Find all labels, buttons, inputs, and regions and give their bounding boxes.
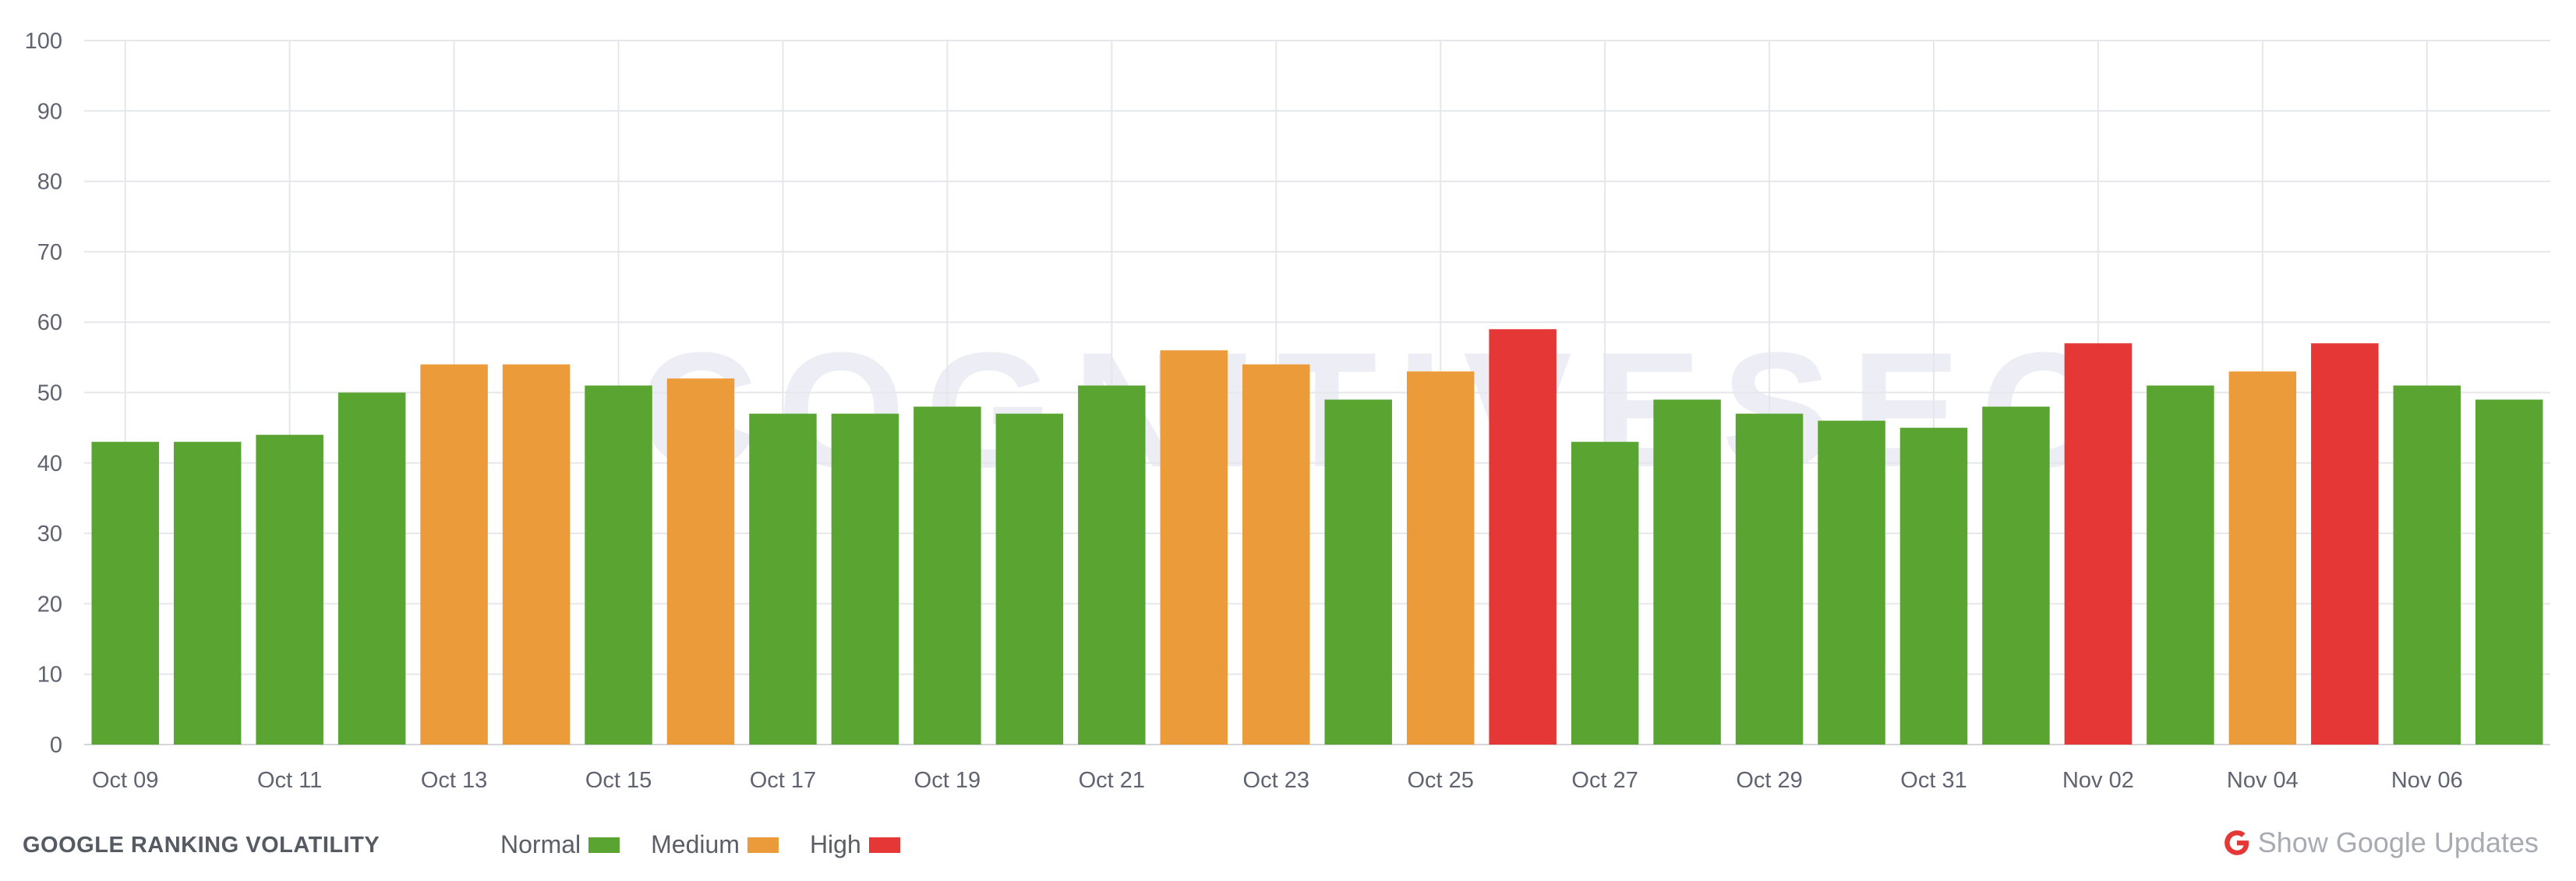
bar-oct-22[interactable] [1160,350,1228,745]
bar-oct-19[interactable] [913,406,981,745]
show-google-updates-label: Show Google Updates [2257,826,2539,858]
bar-oct-14[interactable] [502,364,571,745]
bars [91,329,2543,745]
x-tick-label: Nov 04 [2227,768,2299,787]
bar-oct-12[interactable] [337,392,406,745]
bar-oct-18[interactable] [831,413,899,745]
bar-oct-25[interactable] [1406,371,1475,745]
y-tick-label: 80 [37,170,62,195]
x-tick-label: Nov 02 [2062,768,2134,787]
legend-label-normal: Normal [500,830,581,858]
x-tick-label: Nov 06 [2391,768,2463,787]
bar-oct-10[interactable] [173,441,242,745]
legend: Normal Medium High [500,830,931,859]
y-tick-label: 50 [37,381,62,406]
y-tick-label: 30 [37,522,62,547]
x-tick-label: Oct 23 [1243,768,1309,787]
y-tick-label: 10 [37,663,62,688]
y-tick-label: 70 [37,240,62,265]
legend-swatch-high [868,837,900,853]
y-tick-label: 90 [37,99,62,124]
bar-oct-29[interactable] [1735,413,1804,745]
bar-nov-03[interactable] [2147,385,2214,745]
bar-oct-31[interactable] [1899,427,1968,745]
legend-item-normal[interactable]: Normal [500,830,620,859]
x-tick-label: Oct 27 [1571,768,1638,787]
x-axis-ticks: Oct 09 Oct 11 Oct 13 Oct 15 Oct 17 Oct 19 Oct … [92,768,2463,787]
legend-swatch-normal [588,837,620,853]
bar-oct-27[interactable] [1571,441,1639,745]
bar-oct-09[interactable] [91,441,159,745]
chart-plot: 0 10 20 30 40 50 60 70 80 90 100 Oct 09 Oct 11 Oct 1… [25,29,2550,787]
y-tick-label: 100 [25,29,62,54]
x-tick-label: Oct 17 [750,768,816,787]
x-tick-label: Oct 19 [914,768,981,787]
legend-swatch-medium [747,837,779,853]
bar-oct-23[interactable] [1242,364,1310,745]
bar-oct-11[interactable] [256,434,323,745]
y-tick-label: 20 [37,592,62,617]
bar-oct-17[interactable] [749,413,817,745]
legend-label-high: High [809,830,861,858]
chart-title: GOOGLE RANKING VOLATILITY [23,833,380,858]
y-axis-ticks: 0 10 20 30 40 50 60 70 80 90 100 [25,29,62,758]
x-tick-label: Oct 15 [585,768,652,787]
bar-oct-20[interactable] [995,413,1064,745]
x-tick-label: Oct 11 [257,768,322,787]
bar-nov-05[interactable] [2311,343,2379,745]
show-google-updates-button[interactable]: Show Google Updates [2222,826,2539,859]
x-tick-label: Oct 29 [1736,768,1802,787]
bar-oct-28[interactable] [1653,399,1721,745]
google-g-icon [2222,828,2252,858]
bar-oct-30[interactable] [1818,420,1885,745]
bar-oct-15[interactable] [585,385,652,745]
legend-item-medium[interactable]: Medium [651,830,779,859]
x-tick-label: Oct 31 [1900,768,1966,787]
bar-oct-13[interactable] [420,364,488,745]
y-tick-label: 60 [37,310,62,335]
x-tick-label: Oct 09 [92,768,158,787]
bar-nov-07[interactable] [2475,399,2543,745]
bar-oct-24[interactable] [1324,399,1392,745]
bar-nov-04[interactable] [2228,371,2297,745]
legend-label-medium: Medium [651,830,740,858]
bar-nov-01[interactable] [1982,406,2050,745]
bar-oct-26[interactable] [1489,329,1557,745]
x-tick-label: Oct 21 [1079,768,1145,787]
bar-nov-06[interactable] [2393,385,2461,745]
bar-nov-02[interactable] [2064,343,2133,745]
x-tick-label: Oct 13 [421,768,487,787]
bar-oct-16[interactable] [666,378,735,745]
bar-oct-21[interactable] [1078,385,1146,745]
y-tick-label: 40 [37,451,62,476]
legend-item-high[interactable]: High [810,830,900,859]
x-tick-label: Oct 25 [1407,768,1473,787]
y-tick-label: 0 [50,733,62,758]
chart-footer: GOOGLE RANKING VOLATILITY Normal Medium … [0,811,2576,881]
